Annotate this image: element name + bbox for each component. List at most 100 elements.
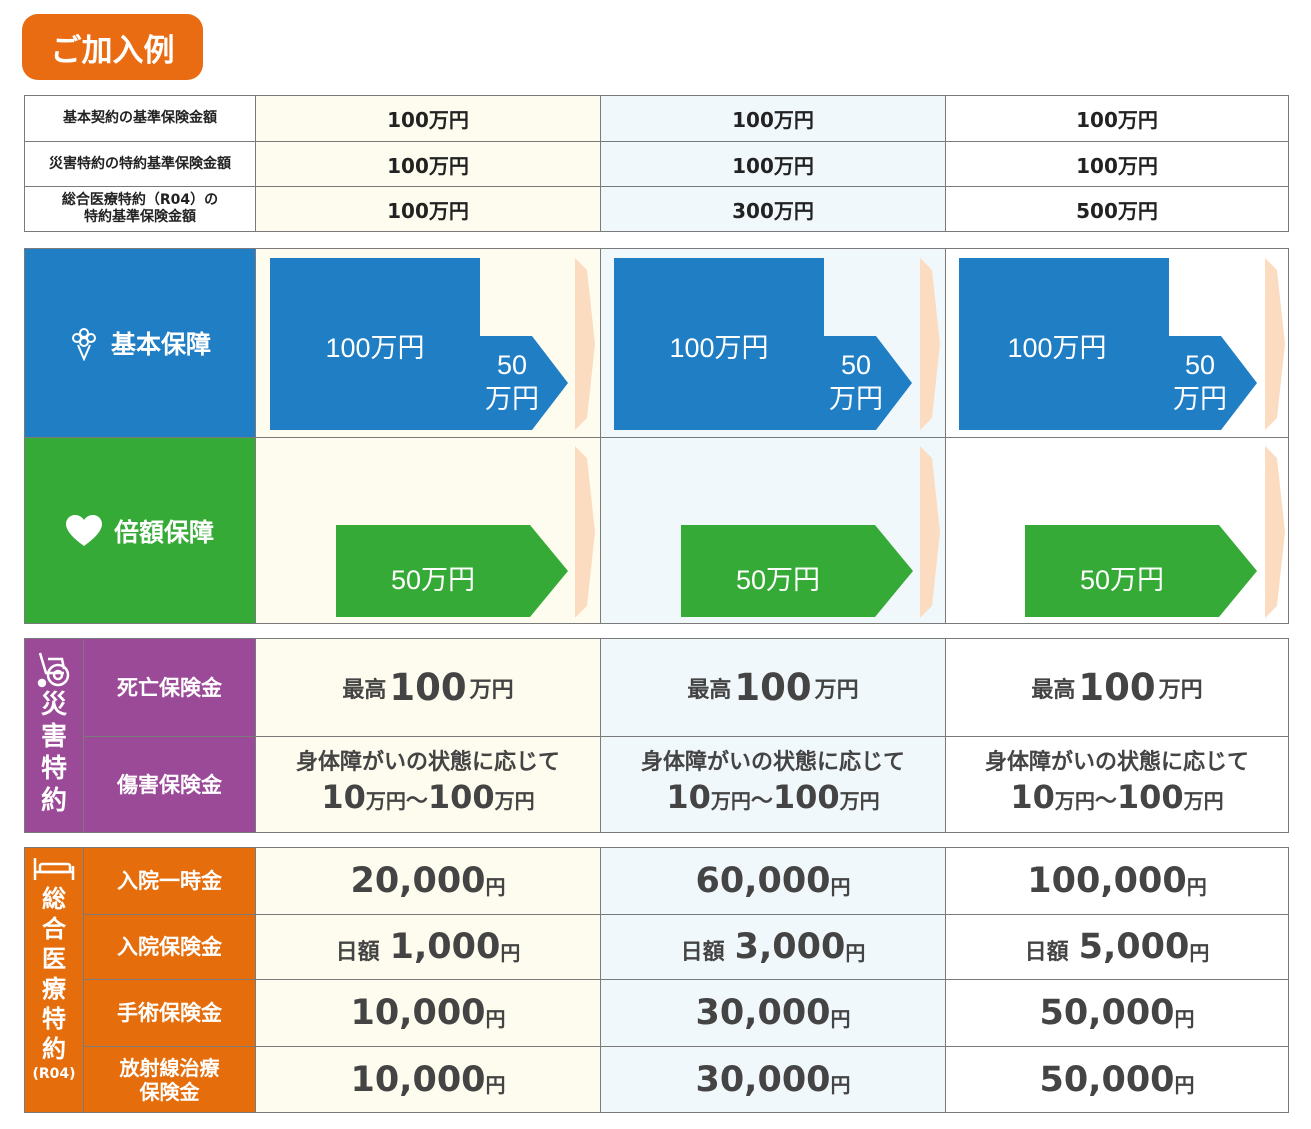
medical-value: 20,000 円 [255,847,601,915]
basic-extra-amount: 50 万円 [1170,348,1230,416]
header-value: 100万円 [255,95,601,142]
title-char: 約 [40,786,67,816]
double-coverage-arrow [1025,525,1257,617]
double-amount-text: 50万円 [735,565,821,595]
label-line: 放射線治療 [119,1055,220,1080]
next-chevron [1265,446,1285,618]
next-chevron [920,258,940,430]
amount: 5,000 [1078,927,1190,967]
amount: 100,000 [1027,861,1187,901]
header-value: 100万円 [255,141,601,187]
disaster-rider-title: 災 害 特 約 [24,638,84,833]
basic-coverage-arrow [270,258,568,430]
injury-number: 10 [321,777,366,816]
surgery-benefit-label: 手術保険金 [83,979,256,1047]
header-value: 100万円 [600,95,946,142]
header-label-medical: 総合医療特約（R04）の 特約基準保険金額 [24,186,256,232]
double-coverage-arrow [681,525,913,617]
yen-unit: 円 [485,1006,506,1031]
medical-value: 日額 5,000 円 [945,914,1289,980]
yen-unit: 円 [485,874,506,899]
amount: 50,000 [1039,993,1175,1033]
death-prefix: 最高 [687,677,732,703]
double-coverage-label: 倍額保障 [24,437,256,624]
medical-rider-title: 総 合 医 療 特 約 (R04) [24,847,84,1113]
basic-extra-amount: 50 万円 [826,348,886,416]
basic-extra-line: 万円 [829,384,883,414]
double-coverage-text: 倍額保障 [113,517,214,547]
header-value: 100万円 [945,141,1289,187]
yen-unit: 円 [1174,1073,1195,1097]
header-label-line: 総合医療特約（R04）の [61,192,219,208]
medical-value: 10,000 円 [255,979,601,1047]
basic-extra-line: 万円 [1173,384,1227,414]
amount: 30,000 [695,993,831,1033]
injury-unit: 万円 [494,788,535,813]
amount: 10,000 [350,1059,486,1100]
basic-coverage-text: 基本保障 [110,330,211,359]
wheelchair-icon [37,652,70,688]
medical-value: 30,000 円 [600,979,946,1047]
yen-unit: 円 [830,1073,851,1097]
bed-icon [33,858,75,880]
medical-value: 30,000 円 [600,1046,946,1113]
title-char: 合 [42,915,66,943]
basic-coverage-arrow [959,258,1257,430]
death-benefit-value: 最高 100 万円 [600,638,946,737]
basic-coverage-arrow [614,258,912,430]
title-char: 特 [42,1005,66,1033]
radiation-benefit-label: 放射線治療 保険金 [83,1046,256,1113]
title-char: 総 [42,885,66,913]
header-value: 500万円 [945,186,1289,232]
basic-amount-text: 100万円 [669,333,769,363]
basic-amount-text: 100万円 [325,333,425,363]
next-chevron [575,446,595,618]
death-prefix: 最高 [1031,677,1076,703]
bouquet-icon [71,328,96,361]
amount: 20,000 [350,861,486,901]
title-char: 療 [42,975,66,1003]
header-label-basic: 基本契約の基準保険金額 [24,95,256,142]
basic-extra-line: 50 [840,350,872,380]
death-unit: 万円 [814,677,859,703]
injury-benefit-value: 身体障がいの状態に応じて 10万円～100万円 [255,736,601,833]
hospital-lump-sum-label: 入院一時金 [83,847,256,915]
basic-extra-line: 万円 [485,384,539,414]
medical-value: 10,000 円 [255,1046,601,1113]
amount: 30,000 [695,1059,831,1100]
heart-icon [65,514,102,546]
yen-unit: 円 [830,874,851,899]
injury-number: 10 [666,777,711,816]
title-char: 害 [40,722,67,752]
death-number: 100 [389,666,467,709]
title-char: 災 [40,690,67,720]
injury-unit: 万円 [710,788,751,813]
example-badge: ご加入例 [22,14,203,80]
yen-unit: 円 [1186,874,1207,899]
basic-extra-line: 50 [496,350,528,380]
basic-coverage-label: 基本保障 [24,248,256,438]
death-unit: 万円 [469,677,514,703]
medical-value: 100,000 円 [945,847,1289,915]
injury-benefit-value: 身体障がいの状態に応じて 10万円～100万円 [945,736,1289,833]
death-number: 100 [734,666,812,709]
row-divider [255,437,1289,438]
yen-unit: 円 [845,940,866,965]
injury-sep: ～ [1094,788,1117,814]
injury-desc: 身体障がいの状態に応じて [984,749,1249,775]
double-coverage-arrow [336,525,568,617]
double-amount-text: 50万円 [390,565,476,595]
medical-value: 日額 1,000 円 [255,914,601,980]
next-chevron [1265,258,1285,430]
injury-benefit-label: 傷害保険金 [83,736,256,833]
header-value: 100万円 [255,186,601,232]
injury-number: 100 [1116,777,1184,816]
yen-unit: 円 [485,1073,506,1097]
hospital-benefit-label: 入院保険金 [83,914,256,980]
amount: 60,000 [695,861,831,901]
header-value: 300万円 [600,186,946,232]
header-label-disaster: 災害特約の特約基準保険金額 [24,141,256,187]
yen-unit: 円 [1174,1006,1195,1031]
label-line: 保険金 [139,1079,200,1104]
title-char: 約 [42,1035,66,1063]
